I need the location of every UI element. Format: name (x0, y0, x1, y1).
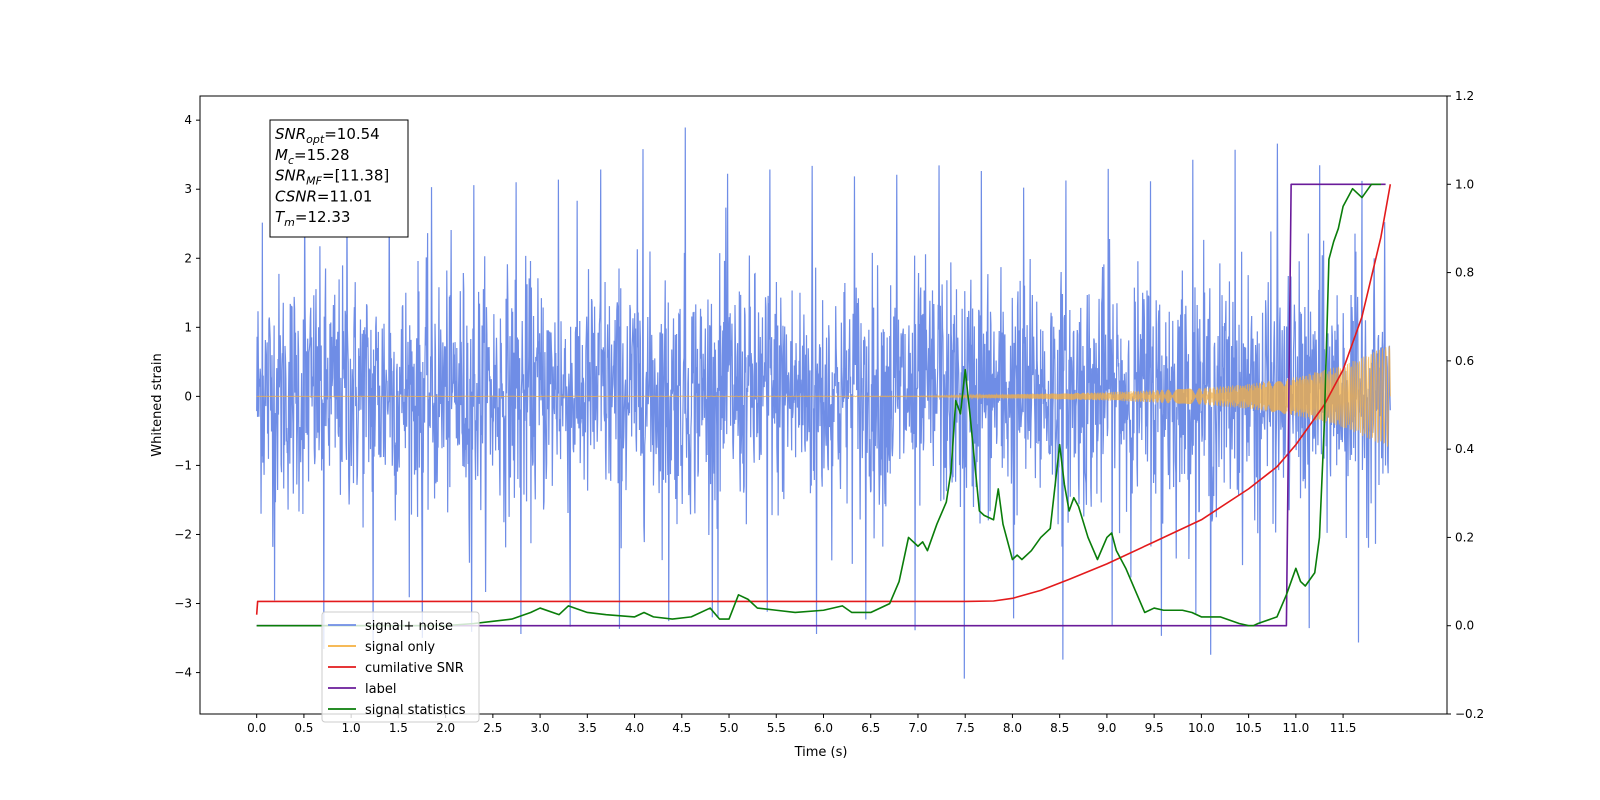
x-tick-label: 8.5 (1050, 721, 1069, 735)
x-tick-label: 2.0 (436, 721, 455, 735)
series-label-only-line (256, 183, 1386, 627)
x-tick-label: 6.5 (861, 721, 880, 735)
annotation-line: CSNR=11.01 (275, 187, 372, 205)
x-tick-label: 5.0 (719, 721, 738, 735)
y2-tick-label: 0.6 (1455, 354, 1474, 368)
y2-axis-ticks: −0.2 0.0 0.2 0.4 0.6 0.8 1.0 1.2 (1447, 89, 1484, 721)
series-cumilative-snr-line (255, 184, 1392, 615)
x-tick-label: 0.5 (294, 721, 313, 735)
y-axis-label: Whitened strain (150, 353, 165, 456)
x-tick-label: 9.5 (1145, 721, 1164, 735)
y-tick-label: −1 (174, 458, 192, 472)
x-axis-ticks: 0.0 0.5 1.0 1.5 2.0 2.5 3.0 3.5 4.0 4.5 5.0 5.5 6.0 6… (247, 714, 1356, 735)
y2-tick-label: 0.0 (1455, 619, 1474, 633)
x-tick-label: 3.5 (578, 721, 597, 735)
y-axis-ticks: −4 −3 −2 −1 0 1 2 3 4 (174, 113, 200, 680)
x-tick-label: 8.0 (1003, 721, 1022, 735)
y-tick-label: −2 (174, 527, 192, 541)
x-tick-label: 4.0 (625, 721, 644, 735)
legend-frame (321, 611, 480, 723)
y2-tick-label: 1.2 (1455, 89, 1474, 103)
series-signal-noise-line (256, 127, 1391, 679)
annotation-line: SNRopt=10.54 (275, 125, 380, 146)
x-tick-label: 9.0 (1097, 721, 1116, 735)
y-tick-label: 4 (184, 113, 192, 127)
x-tick-label: 1.5 (389, 721, 408, 735)
legend-label: cumilative SNR (365, 661, 464, 676)
x-tick-label: 3.0 (531, 721, 550, 735)
legend: signal+ noise signal only cumilative SNR la… (321, 611, 480, 723)
x-tick-label: 7.5 (956, 721, 975, 735)
legend-label: signal statistics (365, 703, 466, 718)
y-tick-label: 3 (184, 182, 192, 196)
y-tick-label: 1 (184, 320, 192, 334)
x-tick-label: 6.0 (814, 721, 833, 735)
y2-tick-label: 0.2 (1455, 530, 1474, 544)
x-tick-label: 1.0 (342, 721, 361, 735)
annotation-line: Tm=12.33 (275, 208, 350, 229)
series-layer (255, 127, 1392, 679)
legend-label: label (365, 682, 396, 697)
series-signal-statistics-line (256, 183, 1381, 627)
legend-label: signal+ noise (365, 619, 453, 634)
y2-tick-label: 1.0 (1455, 177, 1474, 191)
x-tick-label: 2.5 (483, 721, 502, 735)
x-tick-label: 0.0 (247, 721, 266, 735)
x-tick-label: 10.5 (1235, 721, 1262, 735)
x-tick-label: 11.0 (1282, 721, 1309, 735)
y-tick-label: 2 (184, 251, 192, 265)
annotation-box: SNRopt=10.54Mc=15.28SNRMF=[11.38]CSNR=11… (269, 119, 409, 238)
y-tick-label: −3 (174, 597, 192, 611)
x-tick-label: 4.5 (672, 721, 691, 735)
x-tick-label: 5.5 (767, 721, 786, 735)
x-tick-label: 11.5 (1330, 721, 1357, 735)
series-signal-only-line (256, 345, 1391, 447)
y2-tick-label: 0.4 (1455, 442, 1474, 456)
legend-label: signal only (365, 640, 435, 655)
annotation-line: Mc=15.28 (275, 146, 350, 167)
x-tick-label: 7.0 (908, 721, 927, 735)
annotation-frame (269, 119, 409, 238)
x-tick-label: 10.0 (1188, 721, 1215, 735)
y2-tick-label: 0.8 (1455, 266, 1474, 280)
y2-tick-label: −0.2 (1455, 707, 1484, 721)
annotation-line: SNRMF=[11.38] (275, 167, 389, 188)
y-tick-label: 0 (184, 389, 192, 403)
x-axis-label: Time (s) (794, 745, 848, 760)
y-tick-label: −4 (174, 666, 192, 680)
